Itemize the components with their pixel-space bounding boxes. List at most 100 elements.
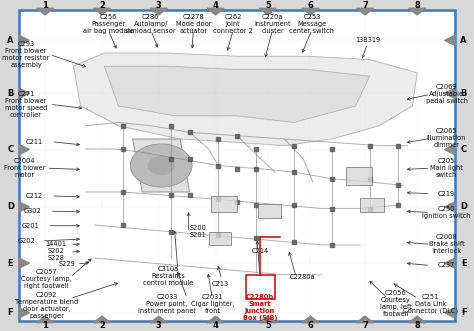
Polygon shape: [445, 308, 455, 318]
Text: C2280b
Smart
Junction
Box (SJB): C2280b Smart Junction Box (SJB): [243, 294, 277, 321]
Text: C256
Passenger
air bag module: C256 Passenger air bag module: [83, 14, 133, 34]
Text: 5: 5: [265, 321, 271, 330]
Text: D: D: [7, 202, 14, 212]
Text: C219: C219: [438, 191, 455, 197]
Polygon shape: [36, 8, 54, 15]
Polygon shape: [445, 145, 455, 155]
Text: C: C: [461, 145, 466, 154]
Text: 1: 1: [42, 321, 48, 330]
Polygon shape: [409, 8, 426, 15]
Polygon shape: [207, 316, 224, 323]
Polygon shape: [36, 316, 54, 323]
Text: C251
Data Link
Connector (DLC): C251 Data Link Connector (DLC): [403, 294, 458, 314]
Polygon shape: [73, 53, 417, 146]
Text: A: A: [460, 36, 467, 45]
FancyBboxPatch shape: [19, 10, 455, 321]
Text: C2069
Adjustable
pedal switch: C2069 Adjustable pedal switch: [426, 84, 467, 104]
Text: 2: 2: [99, 321, 105, 330]
Bar: [346, 167, 372, 185]
Text: 13B319: 13B319: [355, 37, 380, 43]
Polygon shape: [93, 8, 110, 15]
Polygon shape: [356, 316, 374, 323]
Text: 4: 4: [213, 1, 219, 10]
Text: 3: 3: [156, 1, 162, 10]
Text: S202
S228: S202 S228: [47, 248, 64, 261]
Text: C213: C213: [212, 281, 229, 287]
Polygon shape: [207, 8, 224, 15]
Bar: [258, 204, 281, 218]
Polygon shape: [259, 8, 276, 15]
Text: S229: S229: [59, 261, 76, 267]
Text: C211: C211: [26, 139, 43, 145]
Circle shape: [148, 156, 174, 175]
Text: C205
Main light
switch: C205 Main light switch: [430, 158, 463, 178]
Text: E: E: [8, 259, 13, 268]
Polygon shape: [19, 258, 29, 268]
Text: C2008
Brake shift
interlock: C2008 Brake shift interlock: [428, 234, 465, 254]
Text: C2280a: C2280a: [290, 274, 315, 280]
Text: C237: C237: [438, 262, 455, 268]
Text: 6: 6: [308, 1, 313, 10]
Polygon shape: [19, 308, 29, 318]
Text: C2092
Temperature blend
door actuator,
passenger: C2092 Temperature blend door actuator, p…: [15, 292, 78, 319]
Text: E: E: [461, 259, 466, 268]
Polygon shape: [409, 316, 426, 323]
Text: C2004
Front blower
motor: C2004 Front blower motor: [4, 158, 46, 178]
Text: C271
Front blower
motor speed
controller: C271 Front blower motor speed controller: [5, 91, 47, 118]
Text: C293
Front blower
motor resistor
assembly: C293 Front blower motor resistor assembl…: [2, 41, 50, 68]
Text: C220a
Instrument
cluster: C220a Instrument cluster: [254, 14, 291, 34]
Circle shape: [130, 144, 192, 187]
Text: 4: 4: [213, 321, 219, 330]
Text: G302: G302: [23, 208, 41, 214]
Text: C: C: [8, 145, 13, 154]
Bar: [360, 198, 384, 212]
Text: S200
S201: S200 S201: [190, 224, 207, 238]
Text: 6: 6: [308, 321, 313, 330]
Polygon shape: [356, 8, 374, 15]
Text: C262
Joint
connector 2: C262 Joint connector 2: [213, 14, 253, 34]
Text: 7: 7: [362, 321, 368, 330]
Polygon shape: [19, 88, 29, 98]
Bar: [211, 196, 237, 212]
Text: 2: 2: [99, 1, 105, 10]
Text: 7: 7: [362, 1, 368, 10]
Polygon shape: [19, 35, 29, 45]
Polygon shape: [150, 8, 167, 15]
Bar: [246, 275, 275, 299]
Text: C2033
Power point,
instrument panel: C2033 Power point, instrument panel: [138, 294, 196, 314]
Text: A: A: [7, 36, 14, 45]
Text: C2056
Courtesy
lamp, left
footwell: C2056 Courtesy lamp, left footwell: [380, 290, 411, 317]
Text: C214: C214: [251, 248, 268, 254]
Text: G201: G201: [21, 223, 39, 229]
Text: B: B: [7, 89, 14, 98]
Bar: [209, 232, 231, 245]
Polygon shape: [19, 202, 29, 212]
Text: F: F: [8, 308, 13, 317]
Text: D: D: [460, 202, 467, 212]
Text: C2278
Mode door
actuator: C2278 Mode door actuator: [176, 14, 211, 34]
Polygon shape: [150, 316, 167, 323]
Text: F: F: [461, 308, 466, 317]
Text: C250
Ignition switch: C250 Ignition switch: [422, 206, 471, 219]
Text: C2057
Courtesy lamp,
right footwell: C2057 Courtesy lamp, right footwell: [21, 269, 72, 289]
Polygon shape: [302, 316, 319, 323]
Text: C310a
Restraints
control module: C310a Restraints control module: [143, 266, 193, 286]
Text: 1: 1: [42, 1, 48, 10]
Polygon shape: [445, 35, 455, 45]
Text: 3: 3: [156, 321, 162, 330]
Text: 8: 8: [414, 321, 420, 330]
Text: C286
Autolamp/
sunload sensor: C286 Autolamp/ sunload sensor: [126, 14, 176, 34]
Text: C2031
Cigar lighter,
front: C2031 Cigar lighter, front: [191, 294, 234, 314]
Text: G202: G202: [17, 238, 35, 244]
Polygon shape: [445, 202, 455, 212]
Text: C212: C212: [26, 193, 43, 199]
Polygon shape: [19, 145, 29, 155]
Text: C253
Message
center switch: C253 Message center switch: [290, 14, 334, 34]
Text: 5: 5: [265, 1, 271, 10]
Polygon shape: [445, 88, 455, 98]
Text: B: B: [460, 89, 467, 98]
Polygon shape: [133, 139, 190, 192]
Text: 8: 8: [414, 1, 420, 10]
Polygon shape: [104, 66, 370, 122]
Polygon shape: [445, 258, 455, 268]
